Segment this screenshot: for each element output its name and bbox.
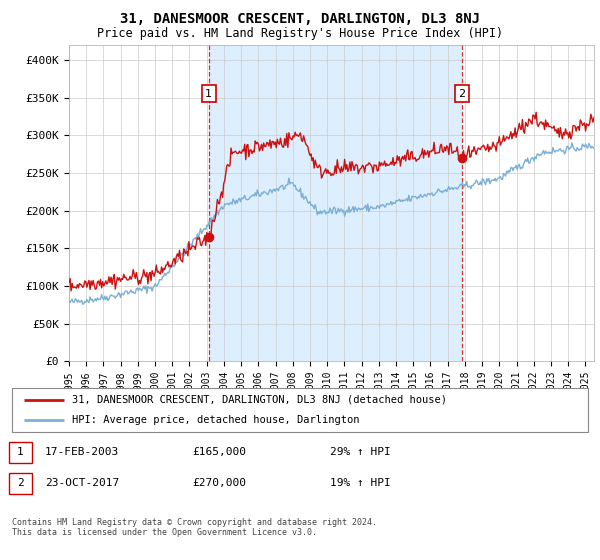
Text: Price paid vs. HM Land Registry's House Price Index (HPI): Price paid vs. HM Land Registry's House …	[97, 27, 503, 40]
Text: £165,000: £165,000	[192, 447, 246, 458]
Text: 31, DANESMOOR CRESCENT, DARLINGTON, DL3 8NJ: 31, DANESMOOR CRESCENT, DARLINGTON, DL3 …	[120, 12, 480, 26]
Text: £270,000: £270,000	[192, 478, 246, 488]
Text: 23-OCT-2017: 23-OCT-2017	[45, 478, 119, 488]
FancyBboxPatch shape	[12, 388, 588, 432]
Text: HPI: Average price, detached house, Darlington: HPI: Average price, detached house, Darl…	[73, 415, 360, 425]
Text: 2: 2	[17, 478, 24, 488]
Text: 17-FEB-2003: 17-FEB-2003	[45, 447, 119, 458]
Text: Contains HM Land Registry data © Crown copyright and database right 2024.
This d: Contains HM Land Registry data © Crown c…	[12, 518, 377, 538]
Bar	[209, 45, 461, 361]
Text: 29% ↑ HPI: 29% ↑ HPI	[330, 447, 391, 458]
Text: 19% ↑ HPI: 19% ↑ HPI	[330, 478, 391, 488]
Text: 31, DANESMOOR CRESCENT, DARLINGTON, DL3 8NJ (detached house): 31, DANESMOOR CRESCENT, DARLINGTON, DL3 …	[73, 395, 448, 405]
Text: 1: 1	[205, 89, 212, 99]
Text: 1: 1	[17, 447, 24, 458]
Text: 2: 2	[458, 89, 465, 99]
